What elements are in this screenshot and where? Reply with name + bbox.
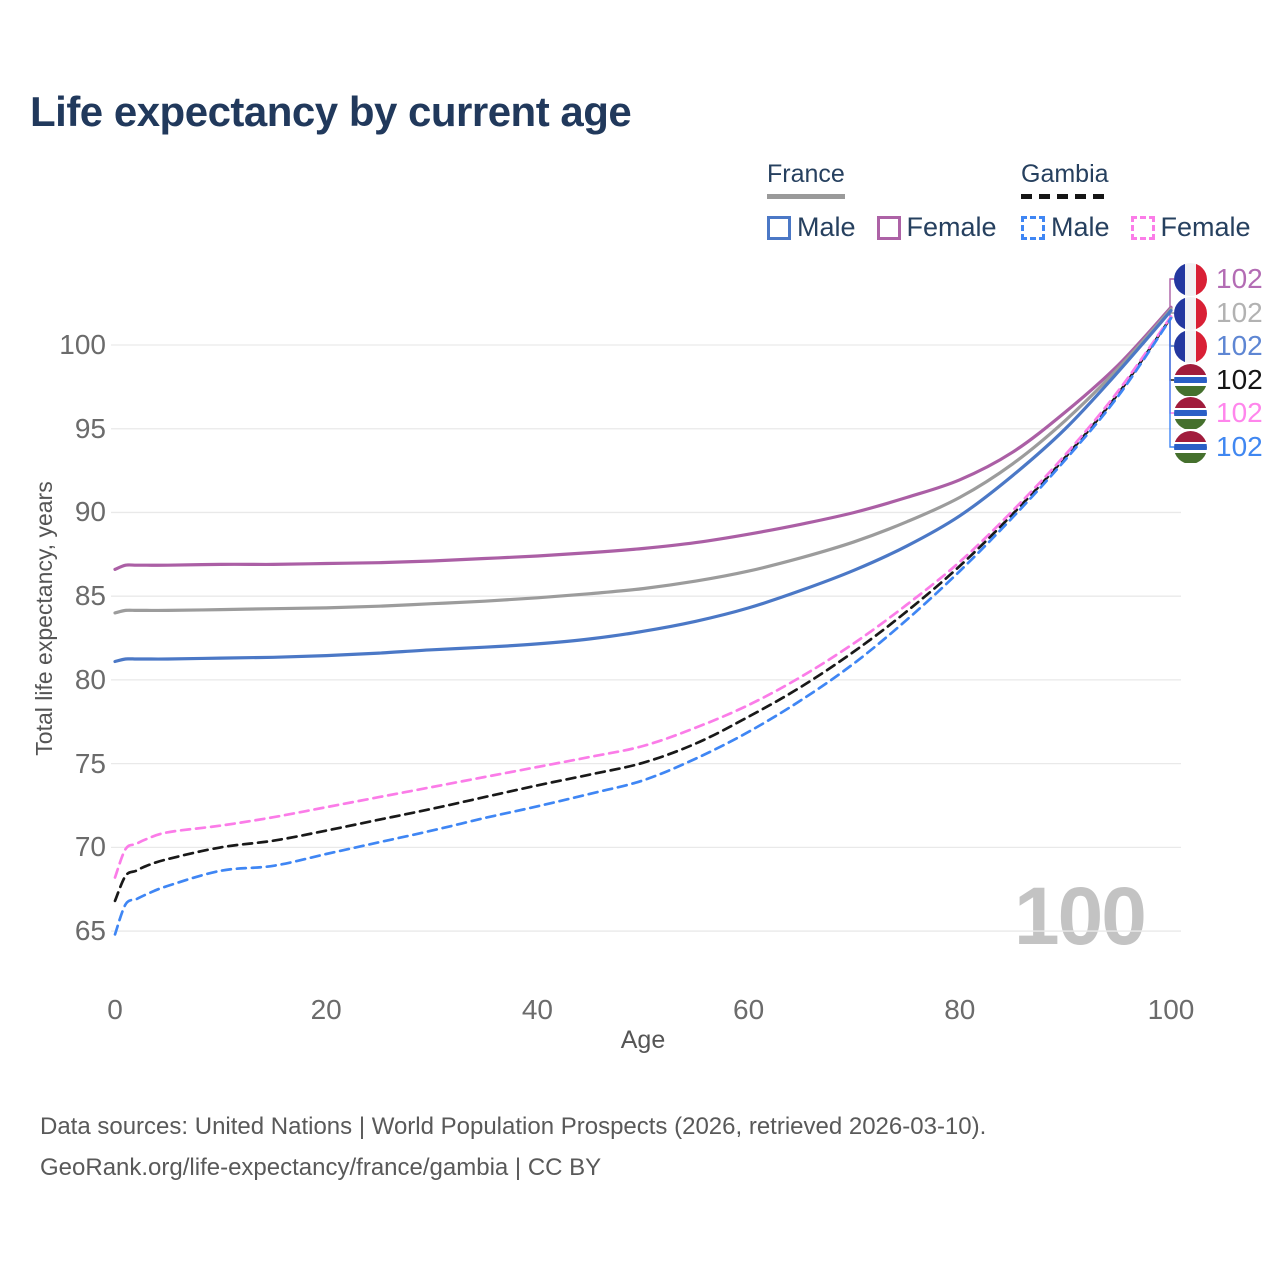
series-line-gambia-female — [113, 315, 1173, 879]
legend-line-sample-gambia — [1021, 194, 1111, 199]
legend-group-gambia: Gambia Male Female — [1021, 160, 1272, 243]
legend-item-gambia-female[interactable]: Female — [1130, 212, 1251, 243]
end-label-gambia-both: 102 — [1174, 363, 1263, 397]
series-line-gambia-both-sexes — [113, 316, 1173, 903]
x-tick-label: 80 — [944, 994, 976, 1025]
footer-line-2: GeoRank.org/life-expectancy/france/gambi… — [40, 1154, 602, 1181]
end-label-france-both: 102 — [1174, 296, 1263, 330]
legend-line-sample-france — [767, 194, 845, 199]
legend-label: Male — [1051, 212, 1110, 242]
gambia-male-swatch-icon — [1021, 215, 1045, 240]
end-value: 102 — [1216, 297, 1263, 328]
gambia-female-swatch-icon — [1130, 215, 1155, 240]
end-label-france-female: 102 — [1174, 262, 1263, 296]
y-tick-label: 65 — [74, 915, 106, 947]
legend-title-gambia: Gambia — [1021, 160, 1109, 188]
france-flag-icon — [1174, 296, 1207, 330]
end-value: 102 — [1216, 397, 1263, 428]
footer-line-1: Data sources: United Nations | World Pop… — [40, 1113, 987, 1140]
end-label-france-male: 102 — [1174, 329, 1263, 363]
y-tick-label: 90 — [74, 496, 106, 528]
france-flag-icon — [1174, 262, 1207, 296]
gambia-flag-icon — [1174, 430, 1207, 464]
y-tick-label: 75 — [74, 747, 106, 779]
legend-item-france-male[interactable]: Male — [767, 212, 856, 243]
legend-title-france: France — [767, 160, 845, 188]
data-source-footer: Data sources: United Nations | World Pop… — [40, 1106, 986, 1188]
legend-label: Female — [906, 212, 997, 242]
legend-group-france: France Male Female — [767, 160, 1018, 243]
series-line-gambia-male — [113, 316, 1173, 936]
france-female-swatch-icon — [876, 215, 901, 240]
legend-item-france-female[interactable]: Female — [876, 212, 997, 243]
chart-title: Life expectancy by current age — [30, 88, 632, 135]
series-line-france-male — [113, 309, 1173, 664]
legend-label: Female — [1160, 212, 1251, 242]
y-tick-label: 95 — [74, 412, 106, 444]
gambia-flag-icon — [1174, 396, 1207, 430]
age-counter-watermark: 100 — [1014, 871, 1147, 962]
legend-item-gambia-male[interactable]: Male — [1021, 212, 1110, 243]
y-tick-label: 85 — [74, 580, 106, 612]
france-flag-icon — [1174, 329, 1207, 363]
end-value: 102 — [1216, 431, 1263, 462]
end-value: 102 — [1216, 263, 1263, 294]
x-tick-label: 0 — [107, 994, 123, 1025]
series-line-france-female — [113, 305, 1173, 571]
x-tick-label: 20 — [310, 994, 342, 1025]
end-label-gambia-male: 102 — [1174, 430, 1263, 464]
end-label-gambia-female: 102 — [1174, 396, 1263, 430]
x-tick-label: 40 — [521, 994, 553, 1025]
france-male-swatch-icon — [767, 215, 791, 240]
series-line-france-both-sexes — [113, 307, 1173, 615]
y-tick-label: 100 — [59, 329, 106, 360]
x-axis-title: Age — [620, 1026, 666, 1054]
gambia-flag-icon — [1174, 363, 1207, 397]
end-value: 102 — [1216, 330, 1263, 361]
x-tick-label: 60 — [733, 994, 765, 1025]
x-tick-label: 100 — [1147, 994, 1195, 1025]
y-tick-label: 80 — [74, 663, 106, 695]
y-tick-label: 70 — [74, 831, 106, 863]
legend-label: Male — [797, 212, 856, 242]
end-value: 102 — [1216, 364, 1263, 395]
